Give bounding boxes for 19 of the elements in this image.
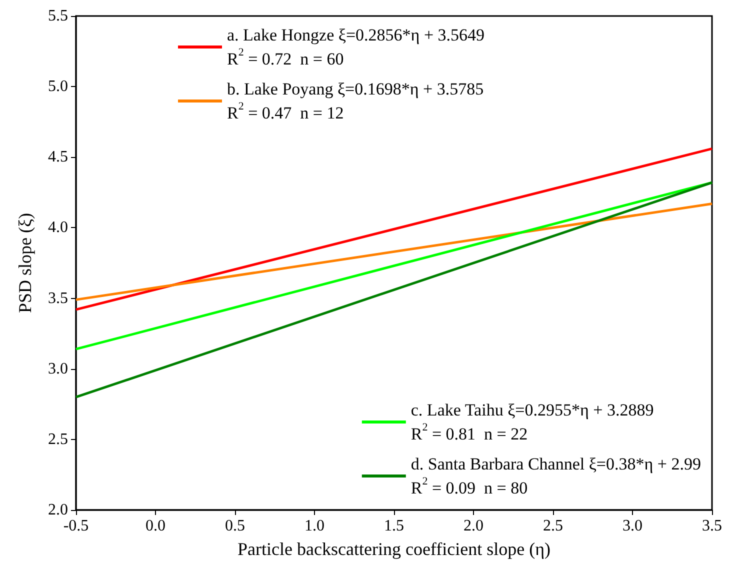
y-tick-label: 2.5	[48, 430, 68, 448]
x-tick-label: 2.5	[543, 518, 563, 534]
y-tick-label: 4.5	[48, 148, 68, 166]
y-tick-label: 3.5	[48, 290, 68, 307]
y-tick-label: 4.0	[48, 219, 68, 236]
x-tick-label: 3.0	[622, 518, 642, 534]
x-axis-title: Particle backscattering coefficient slope (η)	[238, 539, 550, 559]
x-tick-label: 0.0	[146, 518, 166, 534]
x-tick-label: -0.5	[63, 518, 89, 534]
x-tick-label: 3.5	[702, 518, 722, 534]
y-tick-label: 5.5	[48, 8, 68, 24]
x-tick-label: 1.0	[304, 518, 324, 534]
x-tick-label: 2.0	[464, 518, 484, 534]
x-tick-label: 1.5	[384, 518, 404, 534]
x-tick-label: 0.5	[225, 518, 245, 534]
y-tick-label: 2.0	[48, 502, 68, 518]
y-tick-label: 5.0	[48, 78, 68, 96]
y-tick-label: 3.0	[48, 360, 68, 378]
y-axis-title: PSD slope (ξ)	[15, 212, 35, 314]
